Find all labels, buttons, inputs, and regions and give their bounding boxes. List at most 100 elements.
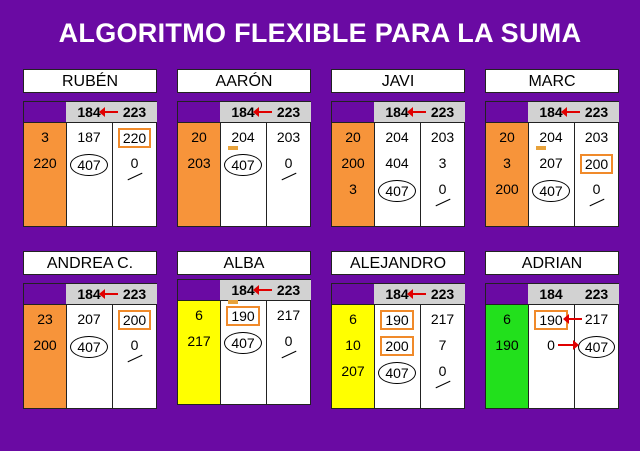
col-left: [374, 102, 421, 226]
right-cell: 0: [130, 337, 139, 353]
card-table: 184 223 20 204 203 3 207 200 200 407 0: [485, 101, 619, 227]
col-right: [112, 102, 158, 226]
header-blank: [332, 102, 374, 122]
highlight-box: 190: [380, 310, 414, 330]
left-arrow-icon: [407, 289, 426, 299]
left-arrow-icon: [563, 314, 582, 324]
left-arrow-icon: [561, 107, 580, 117]
table-header: 184 223: [486, 284, 619, 305]
right-cell: 200: [574, 154, 619, 174]
left-cell: 0: [547, 337, 555, 353]
col-left: [220, 280, 267, 404]
right-cell: 203: [584, 129, 609, 145]
step-cell: 200: [341, 155, 365, 171]
header-blank: [486, 102, 528, 122]
right-cell: 3: [438, 155, 447, 171]
header-blank: [332, 284, 374, 304]
step-cell: 207: [341, 363, 365, 379]
header-addend-2: 223: [122, 286, 147, 302]
left-arrow-icon: [99, 289, 118, 299]
col-left: [220, 102, 267, 226]
col-left: [528, 102, 575, 226]
col-left: [66, 102, 113, 226]
step-cell: 10: [345, 337, 361, 353]
left-cell: 187: [77, 129, 101, 145]
highlight-box: 200: [380, 336, 414, 356]
right-cell: 217: [584, 311, 609, 327]
col-right: [420, 284, 466, 408]
right-cell: 0: [592, 181, 601, 197]
step-cell: 6: [503, 311, 511, 327]
highlight-box: 200: [579, 154, 614, 174]
col-right: [420, 102, 466, 226]
right-cell: 7: [438, 337, 447, 353]
card-table: 184 223 20 204 203 203 407 0: [177, 101, 311, 227]
left-cell: 407: [66, 336, 112, 358]
card-table: 184 223 6 190 217 217 407 0: [177, 279, 311, 405]
step-cell: 220: [33, 155, 57, 171]
header-addend-2: 223: [584, 104, 609, 120]
header-addend-2: 223: [430, 104, 455, 120]
left-cell: 407: [374, 180, 420, 202]
result-oval: 407: [70, 154, 108, 176]
card-name: ALEJANDRO: [331, 251, 465, 275]
right-cell: 200: [112, 310, 157, 330]
left-cell: 407: [528, 180, 574, 202]
highlight-box: 190: [226, 306, 260, 326]
result-oval: 407: [224, 154, 262, 176]
step-cell: 20: [345, 129, 361, 145]
header-addend-2: 223: [122, 104, 147, 120]
table-header: 184 223: [24, 102, 157, 123]
card-name: ADRIAN: [485, 251, 619, 275]
table-header: 184 223: [178, 280, 311, 301]
header-addend-1: 184: [231, 104, 255, 120]
left-arrow-icon: [99, 107, 118, 117]
left-cell: 190: [374, 310, 420, 330]
right-cell: 0: [438, 181, 447, 197]
card-table: 184 223 6 190 217 10 200 7 207 407 0: [331, 283, 465, 409]
header-bg: [528, 284, 619, 304]
left-cell: 204: [539, 129, 563, 145]
left-cell: 407: [66, 154, 112, 176]
header-addend-1: 184: [539, 104, 563, 120]
card-name: JAVI: [331, 69, 465, 93]
right-cell: 203: [430, 129, 455, 145]
right-cell: 203: [276, 129, 301, 145]
step-cell: 20: [191, 129, 207, 145]
header-blank: [24, 102, 66, 122]
col-right: [266, 280, 312, 404]
result-oval: 407: [70, 336, 108, 358]
step-cell: 6: [349, 311, 357, 327]
result-oval: 407: [378, 180, 416, 202]
header-blank: [178, 280, 220, 300]
card-name: MARC: [485, 69, 619, 93]
result-oval: 407: [577, 336, 616, 358]
table-header: 184 223: [486, 102, 619, 123]
left-cell: 404: [385, 155, 409, 171]
left-cell: 204: [231, 129, 255, 145]
right-cell: 217: [430, 311, 455, 327]
step-cell: 217: [187, 333, 211, 349]
step-cell: 3: [41, 129, 49, 145]
header-addend-1: 184: [385, 286, 409, 302]
header-blank: [24, 284, 66, 304]
right-cell: 0: [284, 155, 293, 171]
page-title: ALGORITMO FLEXIBLE PARA LA SUMA: [58, 18, 582, 48]
col-right: [266, 102, 312, 226]
table-header: 184 223: [332, 284, 465, 305]
result-oval: 407: [378, 362, 416, 384]
table-header: 184 223: [332, 102, 465, 123]
right-cell: 407: [574, 336, 619, 358]
header-addend-1: 184: [77, 104, 101, 120]
result-oval: 407: [532, 180, 570, 202]
header-addend-1: 184: [385, 104, 409, 120]
col-right: [112, 284, 158, 408]
header-blank: [486, 284, 528, 304]
left-cell: 407: [220, 154, 266, 176]
header-blank: [178, 102, 220, 122]
step-cell: 3: [349, 181, 357, 197]
step-cell: 3: [503, 155, 511, 171]
header-addend-1: 184: [77, 286, 101, 302]
card-name: ANDREA C.: [23, 251, 157, 275]
step-cell: 6: [195, 307, 203, 323]
